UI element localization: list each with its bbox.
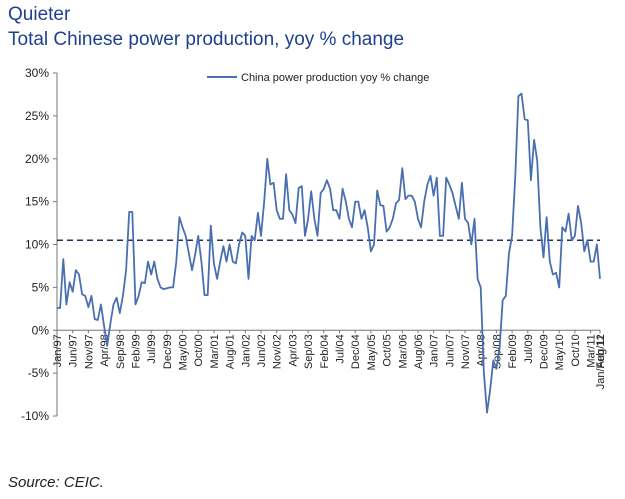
chart-title: Quieter: [8, 4, 71, 25]
x-tick-label: Jul/99: [146, 334, 158, 363]
x-tick-label: Sep/98: [115, 334, 127, 369]
x-tick-label: Mar/01: [209, 334, 221, 368]
x-tick-label: Apr/08: [476, 334, 488, 366]
line-chart: -10%-5%0%5%10%15%20%25%30% Jan/97 Jun/97 N…: [21, 66, 607, 423]
y-tick-label: 20%: [25, 152, 49, 166]
x-tick-label: Nov/07: [460, 334, 472, 369]
y-tick-label: 30%: [25, 66, 49, 80]
x-tick-label: Jun/07: [444, 334, 456, 367]
y-tick-label: 10%: [25, 238, 49, 252]
x-tick-label: Feb/09: [507, 334, 519, 368]
y-tick-label: 0%: [32, 323, 50, 337]
x-tick-label: Feb/04: [319, 334, 331, 368]
series-line: [57, 92, 601, 414]
x-tick-label: Sep/03: [303, 334, 315, 369]
x-tick-label: May/00: [178, 334, 190, 370]
x-tick-label: Jan/07: [429, 334, 441, 367]
source-note: Source: CEIC.: [8, 474, 104, 491]
x-tick-label: Jan/Feb 12: [595, 334, 607, 389]
x-tick-label: Oct/10: [570, 334, 582, 366]
x-tick-label: Apr/03: [287, 334, 299, 366]
x-tick-label: Jun/97: [68, 334, 80, 367]
x-tick-label: Dec/99: [162, 334, 174, 369]
y-tick-label: 5%: [32, 280, 50, 294]
x-tick-label: Jan/02: [240, 334, 252, 367]
chart-subtitle: Total Chinese power production, yoy % ch…: [8, 29, 405, 50]
x-tick-label: Dec/04: [350, 334, 362, 369]
x-tick-label: May/10: [554, 334, 566, 370]
y-axis: -10% -5% 0% 5% 10% 15% 20% 25% 30%: [21, 66, 58, 423]
y-tick-label: -10%: [21, 409, 49, 423]
legend: China power production yoy % change: [207, 72, 429, 84]
x-tick-label: Mar/06: [397, 334, 409, 368]
x-tick-label: Aug/06: [413, 334, 425, 369]
x-tick-label: Dec/09: [539, 334, 551, 369]
y-tick-label: 15%: [25, 195, 49, 209]
x-axis: Jan/97 Jun/97 Nov/97 Apr/98 Sep/98 Feb/99 Jul/…: [52, 329, 607, 389]
x-tick-label: Apr/98: [99, 334, 111, 366]
series-layer: [57, 92, 601, 414]
y-tick-label: 25%: [25, 109, 49, 123]
x-tick-label: Jul/09: [523, 334, 535, 363]
x-tick-label: Aug/01: [225, 334, 237, 369]
x-tick-label: Oct/00: [193, 334, 205, 366]
x-tick-label: Jun/02: [256, 334, 268, 367]
x-tick-label: May/05: [366, 334, 378, 370]
x-tick-label: Nov/02: [272, 334, 284, 369]
legend-label: China power production yoy % change: [241, 72, 429, 84]
x-tick-label: Mar/11: [586, 334, 598, 367]
x-tick-label: Aug/11: [595, 334, 607, 368]
y-tick-label: -5%: [28, 366, 50, 380]
x-tick-label: Jul/04: [334, 334, 346, 363]
x-tick-label: Nov/97: [83, 334, 95, 369]
x-tick-label: Jan/97: [52, 334, 64, 367]
x-tick-label: Feb/99: [130, 334, 142, 368]
x-tick-label: Oct/05: [382, 334, 394, 366]
